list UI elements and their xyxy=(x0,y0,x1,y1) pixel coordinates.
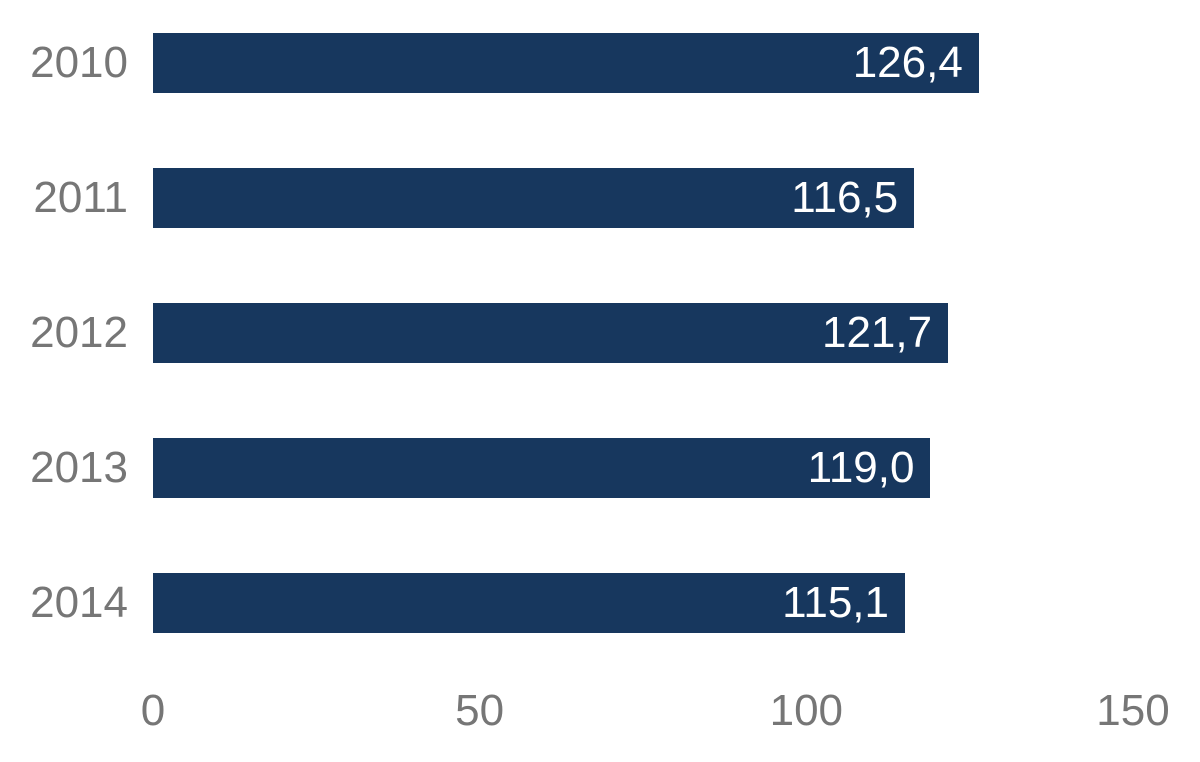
x-tick-label: 0 xyxy=(140,686,166,735)
bar: 115,1 xyxy=(153,573,905,633)
x-tick-label: 150 xyxy=(1096,686,1170,735)
bar: 126,4 xyxy=(153,33,979,93)
category-label: 2012 xyxy=(30,308,128,357)
x-axis: 0 50 100 150 xyxy=(141,686,1170,742)
bar-value-label: 121,7 xyxy=(821,308,933,357)
category-label: 2014 xyxy=(30,578,128,627)
bar: 121,7 xyxy=(153,303,949,363)
category-label: 2013 xyxy=(30,443,128,492)
chart-row: 2010 126,4 xyxy=(0,33,1200,93)
chart-rows: 2010 126,4 2011 116,5 2012 121,7 2013 119,0 2014… xyxy=(0,33,1200,633)
bar: 119,0 xyxy=(153,438,931,498)
bar-value-label: 126,4 xyxy=(852,38,963,87)
bar-value-label: 119,0 xyxy=(807,443,915,492)
bar: 116,5 xyxy=(153,168,915,228)
bar-track: 116,5 xyxy=(153,168,1133,228)
chart-row: 2013 119,0 xyxy=(0,438,1200,498)
bar-value-label: 115,1 xyxy=(782,578,889,627)
bar-track: 126,4 xyxy=(153,33,1133,93)
bar-track: 121,7 xyxy=(153,303,1133,363)
category-label: 2010 xyxy=(30,38,128,87)
chart-row: 2014 115,1 xyxy=(0,573,1200,633)
bar-track: 115,1 xyxy=(153,573,1133,633)
bar-value-label: 116,5 xyxy=(791,173,899,222)
x-tick-label: 100 xyxy=(769,686,844,735)
bar-track: 119,0 xyxy=(153,438,1133,498)
chart-row: 2011 116,5 xyxy=(0,168,1200,228)
x-tick-label: 50 xyxy=(455,686,505,735)
category-label: 2011 xyxy=(33,173,128,222)
chart-row: 2012 121,7 xyxy=(0,303,1200,363)
